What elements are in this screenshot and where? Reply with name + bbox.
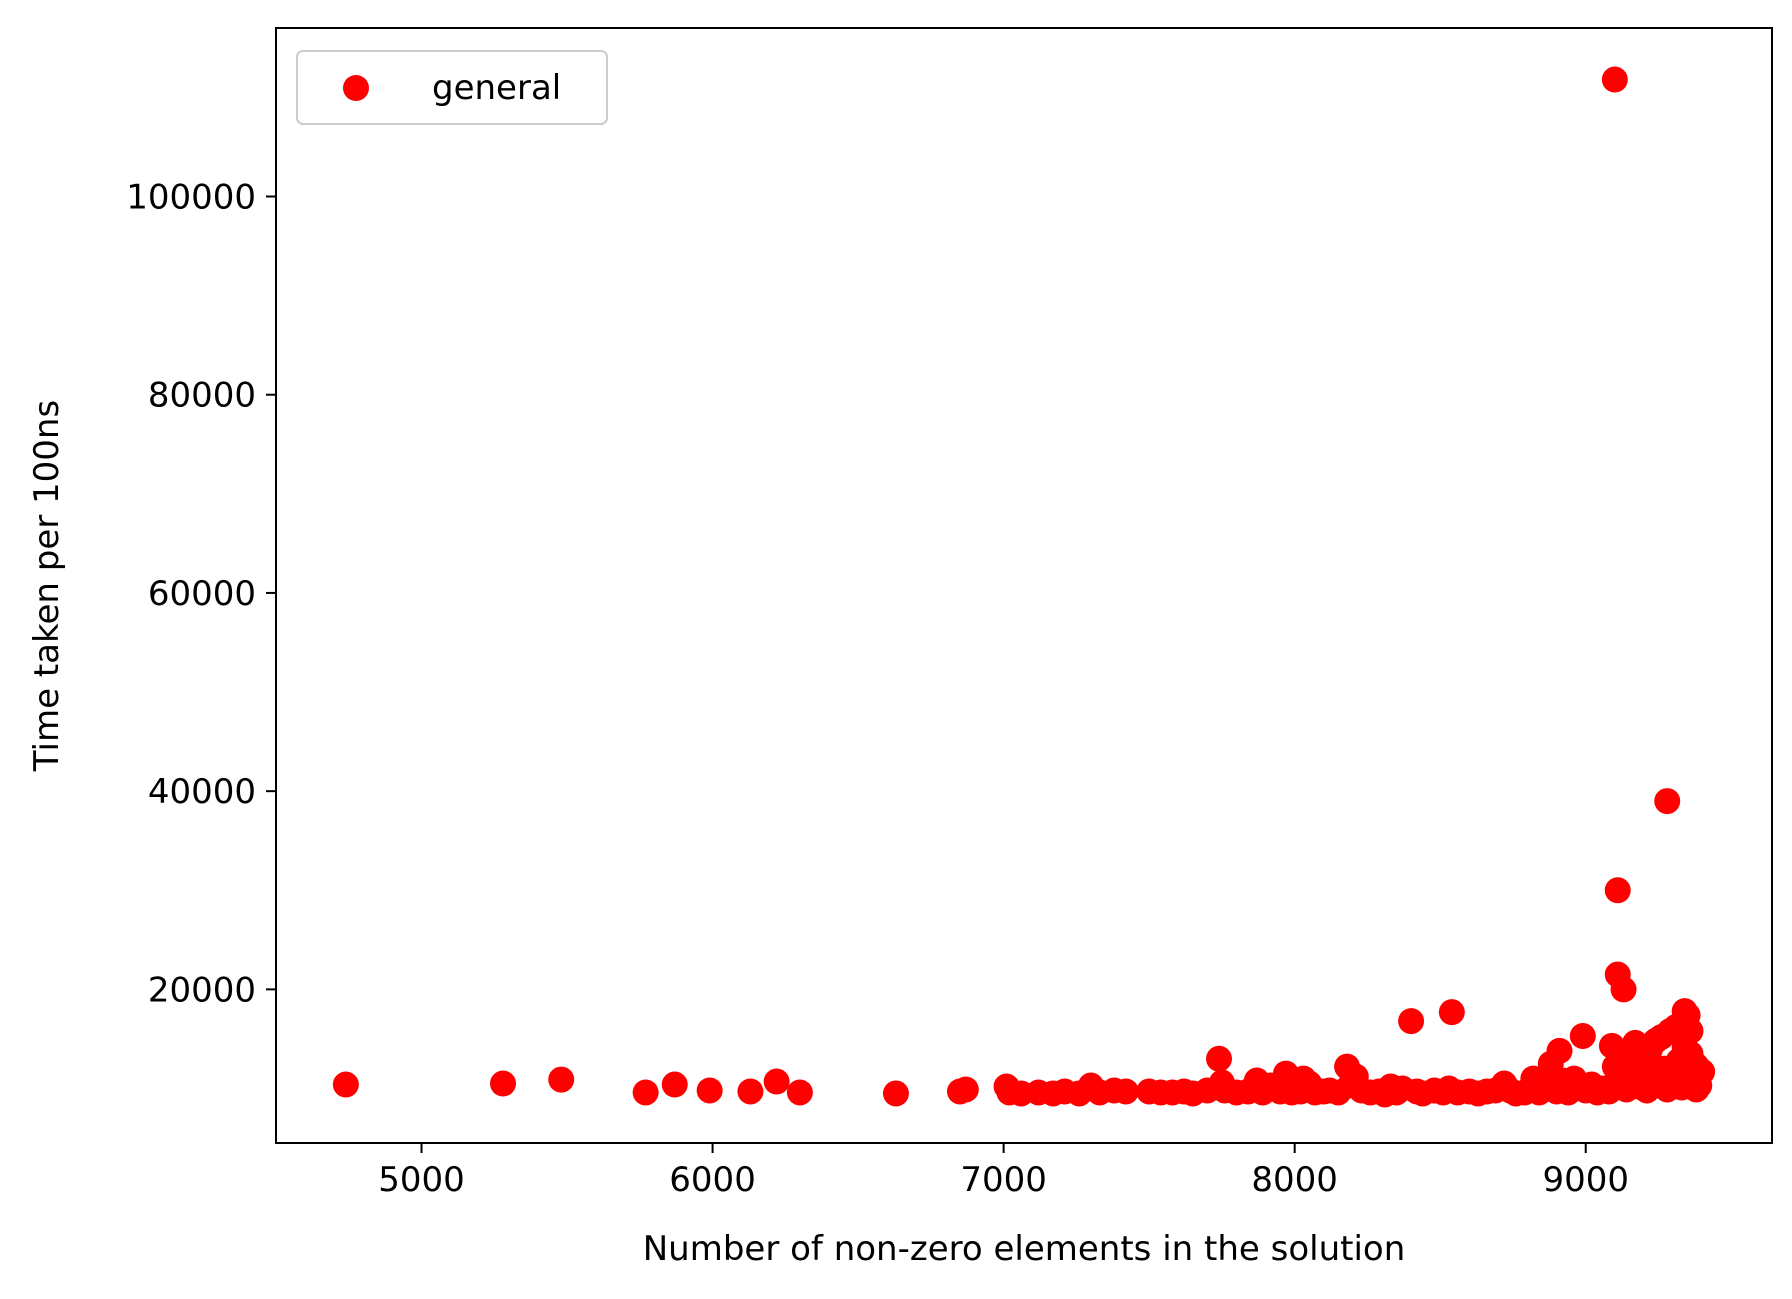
data-point-0-2 bbox=[548, 1066, 575, 1093]
x-tick-label: 7000 bbox=[960, 1160, 1047, 1200]
legend-marker-general bbox=[343, 75, 369, 101]
data-points-layer bbox=[332, 66, 1716, 1108]
data-point-0-3 bbox=[632, 1079, 659, 1106]
data-point-0-122 bbox=[1677, 1018, 1704, 1044]
data-point-0-64 bbox=[1438, 999, 1465, 1026]
y-tick-label: 100000 bbox=[126, 177, 256, 217]
legend: general bbox=[296, 50, 608, 125]
data-point-0-5 bbox=[696, 1077, 723, 1104]
data-point-0-93 bbox=[1604, 877, 1631, 904]
x-tick-label: 5000 bbox=[378, 1160, 465, 1200]
data-point-0-110 bbox=[1654, 788, 1681, 815]
data-point-0-96 bbox=[1610, 976, 1637, 1003]
x-tick-label: 6000 bbox=[669, 1160, 756, 1200]
data-point-0-6 bbox=[737, 1078, 764, 1105]
y-axis-label: Time taken per 100ns bbox=[27, 400, 67, 772]
y-tick-label: 60000 bbox=[148, 574, 256, 614]
y-tick-label: 80000 bbox=[148, 376, 256, 416]
data-point-0-7 bbox=[763, 1068, 790, 1095]
x-axis: 5000 6000 7000 8000 9000 bbox=[378, 1143, 1629, 1200]
legend-label-general: general bbox=[432, 68, 561, 108]
data-point-0-0 bbox=[332, 1071, 359, 1098]
data-point-0-11 bbox=[952, 1076, 979, 1103]
data-point-0-79 bbox=[1546, 1037, 1573, 1064]
y-tick-label: 20000 bbox=[148, 970, 256, 1010]
data-point-0-84 bbox=[1569, 1022, 1596, 1049]
x-tick-label: 9000 bbox=[1542, 1160, 1629, 1200]
y-axis: 20000 40000 60000 80000 100000 bbox=[126, 177, 276, 1010]
plot-frame bbox=[275, 27, 1773, 1144]
x-tick-label: 8000 bbox=[1251, 1160, 1338, 1200]
data-point-0-8 bbox=[786, 1079, 813, 1106]
data-point-0-22 bbox=[1112, 1078, 1139, 1105]
data-point-0-91 bbox=[1601, 66, 1628, 93]
data-point-0-9 bbox=[882, 1080, 909, 1107]
data-point-0-127 bbox=[1689, 1058, 1716, 1085]
data-point-0-29 bbox=[1206, 1045, 1232, 1072]
legend-box bbox=[296, 50, 608, 125]
y-tick-label: 40000 bbox=[148, 772, 256, 812]
x-axis-label: Number of non-zero elements in the solut… bbox=[643, 1229, 1406, 1269]
data-point-0-58 bbox=[1398, 1008, 1425, 1035]
data-point-0-4 bbox=[661, 1071, 688, 1098]
data-point-0-1 bbox=[490, 1070, 517, 1097]
